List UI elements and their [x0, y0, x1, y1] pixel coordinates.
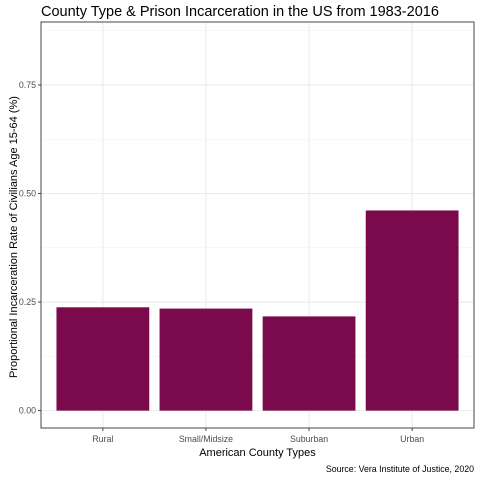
y-tick-label: 0.25 [19, 297, 36, 307]
x-tick-label: Rural [92, 434, 113, 444]
bar-rural [56, 307, 150, 411]
x-tick-label: Suburban [290, 434, 328, 444]
x-tick-label: Small/Midsize [179, 434, 233, 444]
plot-border [40, 21, 475, 429]
y-tick-label: 0.75 [19, 80, 36, 90]
x-axis-label: American County Types [199, 447, 316, 459]
source-caption: Source: Vera Institute of Justice, 2020 [325, 464, 474, 474]
bar-small-midsize [159, 308, 253, 411]
y-axis-label: Proportional Incarceration Rate of Civil… [8, 96, 20, 378]
bar-urban [365, 210, 459, 411]
y-tick-label: 0.50 [19, 189, 36, 199]
y-tick-label: 0.00 [19, 406, 36, 416]
bars [56, 210, 459, 411]
bar-suburban [262, 316, 356, 411]
x-tick-label: Urban [400, 434, 424, 444]
chart-title: County Type & Prison Incarceration in th… [41, 4, 439, 20]
axes: 0.00 0.25 0.50 0.75 Rural Small/Midsize Suburb… [19, 80, 424, 444]
